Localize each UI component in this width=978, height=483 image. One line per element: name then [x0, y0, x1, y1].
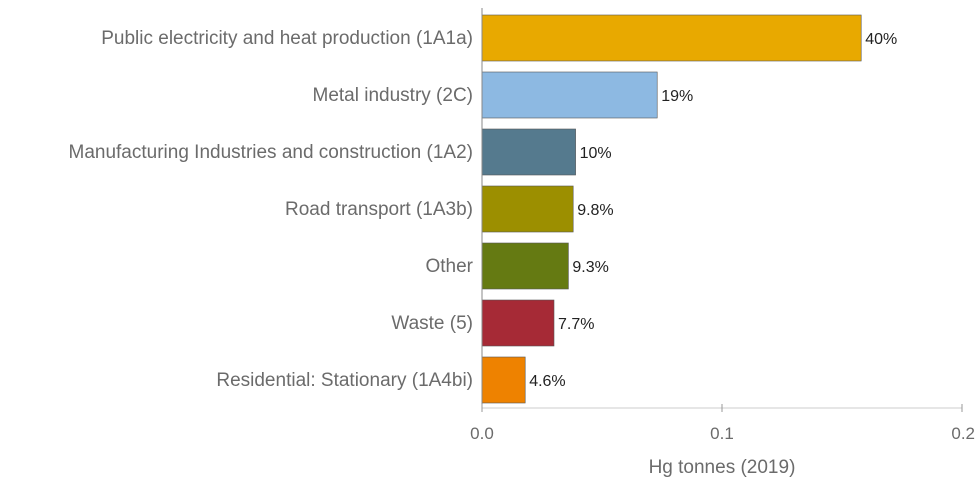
bar-group: Metal industry (2C) 19%	[313, 71, 693, 119]
category-label: Residential: Stationary (1A4bi)	[216, 370, 473, 391]
bar	[481, 185, 574, 233]
category-label: Other	[425, 256, 473, 277]
x-ticks: 0.0 0.1 0.2	[470, 404, 975, 443]
bar	[481, 299, 555, 347]
value-label: 9.3%	[572, 259, 608, 276]
bar-group: Manufacturing Industries and constructio…	[69, 128, 612, 176]
bar-group: Waste (5) 7.7%	[391, 299, 594, 347]
x-tick-label: 0.0	[470, 424, 494, 443]
x-tick-label: 0.1	[710, 424, 734, 443]
bar-group: Other 9.3%	[425, 242, 609, 290]
value-label: 10%	[580, 145, 612, 162]
category-label: Road transport (1A3b)	[285, 199, 473, 220]
bar-group: Road transport (1A3b) 9.8%	[285, 185, 614, 233]
value-label: 4.6%	[529, 373, 565, 390]
x-axis-title: Hg tonnes (2019)	[649, 457, 796, 478]
value-label: 40%	[865, 31, 897, 48]
category-label: Public electricity and heat production (…	[101, 28, 473, 49]
bars-layer: Public electricity and heat production (…	[69, 14, 897, 404]
bar-group: Public electricity and heat production (…	[101, 14, 897, 62]
value-label: 9.8%	[577, 202, 613, 219]
bar	[481, 71, 658, 119]
category-label: Manufacturing Industries and constructio…	[69, 142, 474, 163]
category-label: Waste (5)	[391, 313, 473, 334]
bar	[481, 128, 576, 176]
category-label: Metal industry (2C)	[313, 85, 474, 106]
bar	[481, 242, 569, 290]
value-label: 7.7%	[558, 316, 594, 333]
x-tick-label: 0.2	[951, 424, 975, 443]
bar-group: Residential: Stationary (1A4bi) 4.6%	[216, 356, 566, 404]
bar	[481, 356, 526, 404]
value-label: 19%	[661, 88, 693, 105]
bar	[481, 14, 862, 62]
